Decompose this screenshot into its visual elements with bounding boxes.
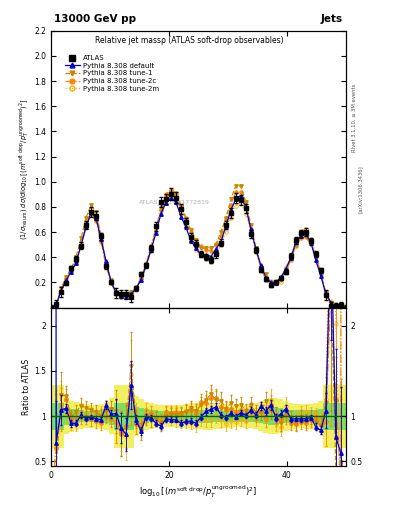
Text: Jets: Jets: [321, 14, 343, 24]
X-axis label: $\log_{10}[(m^{\rm soft\ drop}/p_T^{\rm ungroomed})^2]$: $\log_{10}[(m^{\rm soft\ drop}/p_T^{\rm …: [140, 484, 257, 500]
Text: [arXiv:1306.3436]: [arXiv:1306.3436]: [358, 165, 363, 214]
Text: 13000 GeV pp: 13000 GeV pp: [54, 14, 136, 24]
Text: Rivet 3.1.10, ≥ 3M events: Rivet 3.1.10, ≥ 3M events: [352, 83, 357, 152]
Y-axis label: Ratio to ATLAS: Ratio to ATLAS: [22, 359, 31, 415]
Text: ATLAS_2019_I1772819: ATLAS_2019_I1772819: [140, 200, 210, 205]
Legend: ATLAS, Pythia 8.308 default, Pythia 8.308 tune-1, Pythia 8.308 tune-2c, Pythia 8: ATLAS, Pythia 8.308 default, Pythia 8.30…: [63, 54, 160, 93]
Text: Relative jet massρ (ATLAS soft-drop observables): Relative jet massρ (ATLAS soft-drop obse…: [95, 36, 284, 45]
Y-axis label: $(1/\sigma_{\rm resum})\ d\sigma/d\log_{10}[(m^{\rm soft\ drop}/p_T^{\rm ungroom: $(1/\sigma_{\rm resum})\ d\sigma/d\log_{…: [18, 98, 31, 240]
